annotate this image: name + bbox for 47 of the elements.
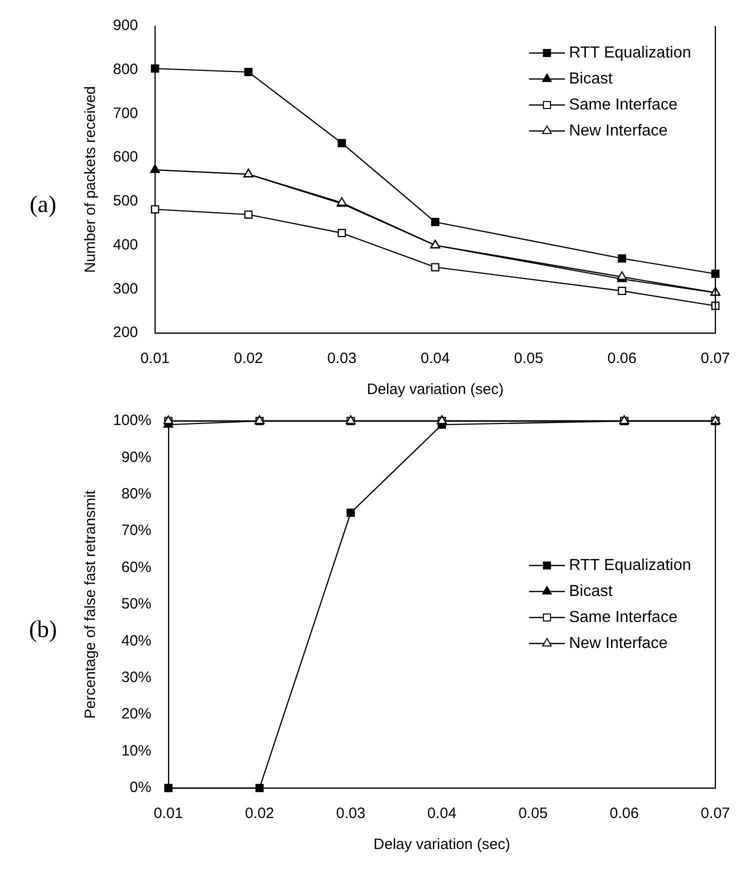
y-tick-label: 200 [112,324,138,342]
y-axis-title: Number of packets received [82,86,100,273]
legend-label: Same Interface [568,96,678,114]
legend-label: Bicast [568,70,614,88]
legend-label: Same Interface [568,608,678,626]
x-tick-label: 0.03 [336,805,366,822]
text: (a) [28,192,58,219]
y-tick-label: 80% [121,486,152,503]
y-axis-title: Percentage of false fast retransmit [82,489,100,719]
text: (b) [28,617,58,644]
x-tick-label: 0.05 [518,805,548,822]
y-tick-label: 40% [121,632,152,650]
y-tick-label: 500 [112,192,138,210]
x-tick-label: 0.03 [327,350,356,368]
y-tick-label: 0% [130,779,152,796]
x-tick-label: 0.01 [140,350,170,368]
x-tick-label: 0.01 [154,805,183,822]
x-tick-label: 0.06 [607,350,637,368]
y-tick-label: 10% [121,742,152,760]
y-tick-label: 700 [112,104,138,122]
x-tick-label: 0.04 [420,350,450,368]
x-axis-title: Delay variation (sec) [374,836,510,854]
x-tick-label: 0.07 [700,805,730,822]
y-tick-label: 100% [112,412,152,430]
x-axis-title: Delay variation (sec) [366,381,504,398]
x-tick-label: 0.02 [244,805,274,822]
y-tick-label: 400 [112,236,138,254]
y-tick-label: 30% [121,669,152,686]
y-tick-label: 300 [112,280,138,298]
y-tick-label: 50% [121,596,152,613]
x-tick-label: 0.05 [514,350,544,368]
legend-label: New Interface [568,122,668,140]
x-tick-label: 0.04 [427,805,456,822]
y-tick-label: 800 [112,61,138,78]
y-tick-label: 20% [121,706,152,723]
y-tick-label: 60% [121,558,152,576]
legend-label: RTT Equalization [568,556,692,574]
y-tick-label: 70% [121,522,152,540]
legend-label: Bicast [568,582,614,600]
legend-label: New Interface [568,634,668,652]
y-tick-label: 90% [121,448,152,466]
y-tick-label: 900 [112,17,138,34]
x-tick-label: 0.02 [234,350,264,368]
legend-label: RTT Equalization [568,44,692,62]
x-tick-label: 0.07 [700,350,730,368]
x-tick-label: 0.06 [610,805,639,822]
y-tick-label: 600 [112,148,138,166]
